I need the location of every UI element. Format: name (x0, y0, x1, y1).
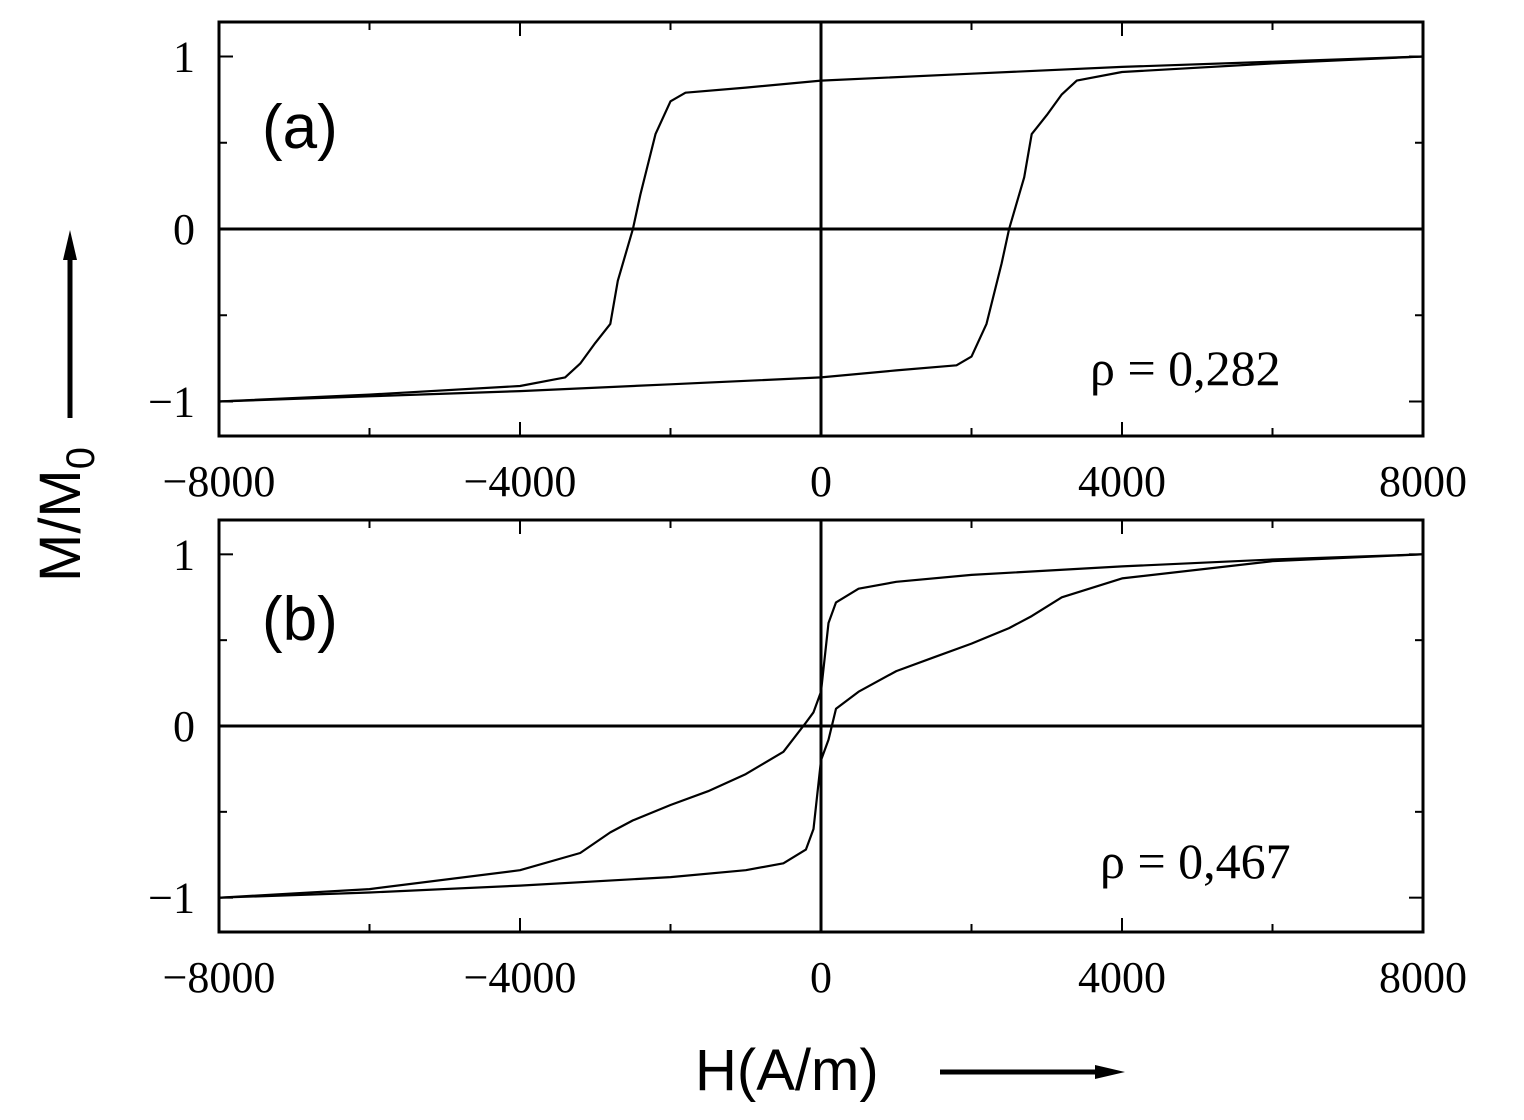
rho-annotation: ρ = 0,467 (1100, 833, 1291, 889)
panel-b: −8000 −4000 0 4000 8000 −1 0 1 (b) ρ = 0,467 (148, 518, 1467, 1002)
x-tick-label: 8000 (1379, 953, 1467, 1002)
x-tick-label: −4000 (464, 953, 577, 1002)
panel-label: (a) (262, 93, 338, 162)
x-axis-title-text: H(A/m) (695, 1038, 879, 1103)
x-tick-label: 4000 (1078, 953, 1166, 1002)
hysteresis-curve-ascending (218, 55, 1424, 403)
hysteresis-curve-ascending (218, 553, 1424, 899)
rho-annotation: ρ = 0,282 (1090, 340, 1281, 396)
y-tick-label: 1 (173, 33, 195, 82)
y-tick-label: 0 (173, 205, 195, 254)
x-tick-label: −4000 (464, 457, 577, 506)
hysteresis-curve-descending (218, 553, 1424, 899)
x-axis-arrow-head (1095, 1065, 1125, 1079)
x-tick-label: −8000 (163, 953, 276, 1002)
panel-label: (b) (262, 585, 338, 654)
y-axis-arrow-head (63, 230, 77, 260)
x-axis-title: H(A/m) (695, 1038, 1125, 1103)
y-tick-label: 1 (173, 530, 195, 579)
y-tick-label: 0 (173, 702, 195, 751)
x-tick-label: 0 (810, 953, 832, 1002)
y-axis-title-subscript: 0 (59, 447, 103, 469)
y-tick-label: −1 (148, 874, 195, 923)
x-tick-label: 4000 (1078, 457, 1166, 506)
x-tick-label: −8000 (163, 457, 276, 506)
hysteresis-curve-descending (218, 55, 1424, 403)
y-axis-title-main: M/M (28, 469, 93, 582)
panel-a: −8000 −4000 0 4000 8000 −1 0 1 (a) ρ = 0,282 (148, 20, 1467, 506)
svg-text:M/M0: M/M0 (28, 447, 103, 582)
y-tick-label: −1 (148, 378, 195, 427)
x-tick-label: 0 (810, 457, 832, 506)
y-axis-title: M/M0 (28, 230, 103, 582)
x-tick-label: 8000 (1379, 457, 1467, 506)
